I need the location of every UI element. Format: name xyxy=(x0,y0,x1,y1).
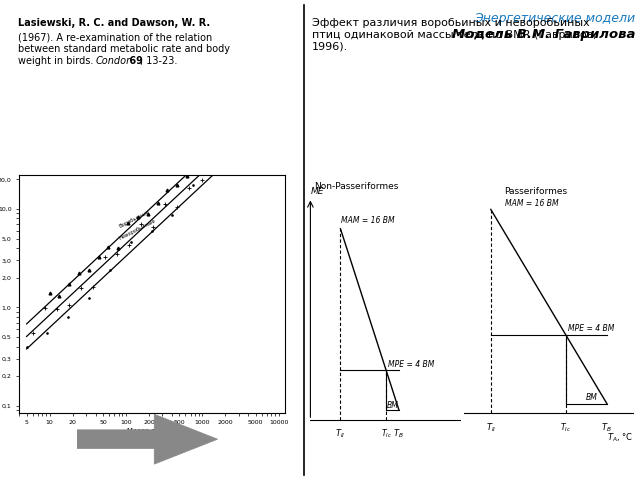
Text: 69: 69 xyxy=(126,56,143,66)
Polygon shape xyxy=(77,414,218,464)
Text: Эффект различия воробьиных и неворобьиных
птиц одинаковой массы тела по BMR (Гав: Эффект различия воробьиных и неворобьины… xyxy=(312,18,596,51)
Text: $T_{II}$: $T_{II}$ xyxy=(335,427,346,440)
Text: (1967). A re-examination of the relation: (1967). A re-examination of the relation xyxy=(18,32,212,42)
Text: $T_{Ic}$: $T_{Ic}$ xyxy=(381,427,392,440)
X-axis label: Масса тела, г: Масса тела, г xyxy=(127,428,177,434)
Text: $T_{II}$: $T_{II}$ xyxy=(486,421,496,433)
Text: Энергетические модели: Энергетические модели xyxy=(474,12,635,25)
Text: MAM = 16 BM: MAM = 16 BM xyxy=(505,199,559,208)
Text: Модель В.М. Гаврилова: Модель В.М. Гаврилова xyxy=(451,28,635,41)
Text: Passeriformes: Passeriformes xyxy=(504,188,567,196)
Text: Condor: Condor xyxy=(96,56,131,66)
Text: MPE = 4 BM: MPE = 4 BM xyxy=(568,324,614,334)
Text: BM: BM xyxy=(586,393,597,402)
Text: BM: BM xyxy=(387,401,399,410)
Text: MPE = 4 BM: MPE = 4 BM xyxy=(388,360,435,369)
Text: $T_{Ic}$: $T_{Ic}$ xyxy=(561,421,572,433)
Text: Lasiewski, R. C. and Dawson, W. R.: Lasiewski, R. C. and Dawson, W. R. xyxy=(18,18,210,28)
Text: $T_B$: $T_B$ xyxy=(394,427,404,440)
Text: $T_A$, °C: $T_A$, °C xyxy=(607,431,634,444)
Text: ME: ME xyxy=(310,187,324,195)
Text: , 13-23.: , 13-23. xyxy=(140,56,177,66)
Text: Non-Passeriformes: Non-Passeriformes xyxy=(314,182,398,192)
Text: Воробьиные: Воробьиные xyxy=(118,209,151,228)
Text: between standard metabolic rate and body: between standard metabolic rate and body xyxy=(18,44,230,54)
Text: MAM = 16 BM: MAM = 16 BM xyxy=(341,216,395,225)
Text: Неворобьиные: Неворобьиные xyxy=(118,218,157,241)
Text: $T_B$: $T_B$ xyxy=(602,421,612,433)
Text: weight in birds.: weight in birds. xyxy=(18,56,97,66)
